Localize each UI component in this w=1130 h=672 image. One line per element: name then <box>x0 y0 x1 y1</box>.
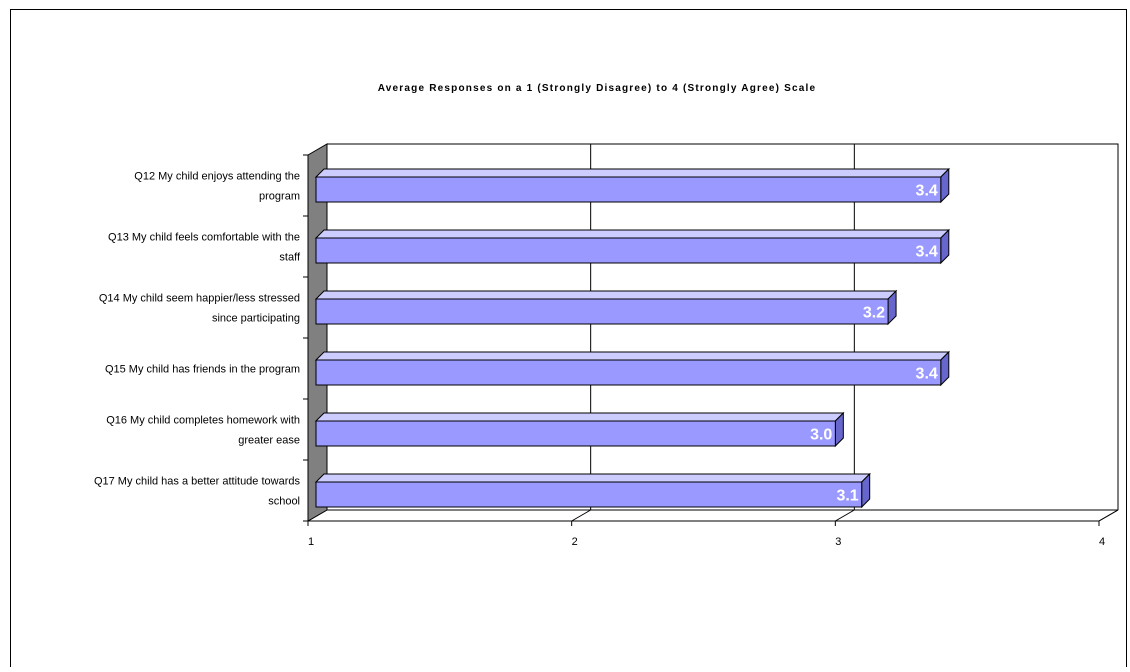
x-tick-label: 1 <box>308 536 314 548</box>
category-label: Q16 My child completes homework with <box>106 415 300 427</box>
bar-top-face <box>314 412 845 422</box>
category-label: school <box>268 496 300 508</box>
category-label: Q12 My child enjoys attending the <box>134 171 300 183</box>
category-label: staff <box>279 252 301 264</box>
x-tick-label: 3 <box>835 536 841 548</box>
x-tick-label: 2 <box>572 536 578 548</box>
bar <box>315 481 863 508</box>
category-label: since participating <box>212 313 300 325</box>
data-label: 3.4 <box>916 366 938 383</box>
x-tick-label: 4 <box>1099 536 1105 548</box>
floor-edge <box>1098 509 1119 522</box>
plot-area: 1 2 3 4 3.4 Q12 My child enjoys attending the… <box>94 143 1119 548</box>
data-label: 3.1 <box>836 488 858 505</box>
category-label: program <box>259 191 300 203</box>
bar-top-face <box>314 351 951 361</box>
bar-top-face <box>314 168 951 178</box>
data-label: 3.4 <box>916 244 938 261</box>
category-label: Q15 My child has friends in the program <box>105 364 300 376</box>
data-label: 3.0 <box>810 427 832 444</box>
category-label: Q17 My child has a better attitude towar… <box>94 476 301 488</box>
bar <box>315 176 942 203</box>
category-label: Q13 My child feels comfortable with the <box>108 232 300 244</box>
bar <box>315 237 942 264</box>
category-label: Q14 My child seem happier/less stressed <box>99 293 300 305</box>
category-label: greater ease <box>238 435 300 447</box>
bar-top-face <box>314 229 951 239</box>
bar <box>315 420 836 447</box>
chart-border <box>10 9 1127 670</box>
floor-gridline <box>835 509 855 522</box>
bar <box>315 359 942 386</box>
bar <box>315 298 889 325</box>
data-label: 3.4 <box>916 183 938 200</box>
bar-top-face <box>314 290 898 300</box>
chart-title: Average Responses on a 1 (Strongly Disag… <box>378 83 817 94</box>
bar-top-face <box>314 473 871 483</box>
floor-gridline <box>571 509 591 522</box>
data-label: 3.2 <box>863 305 885 322</box>
